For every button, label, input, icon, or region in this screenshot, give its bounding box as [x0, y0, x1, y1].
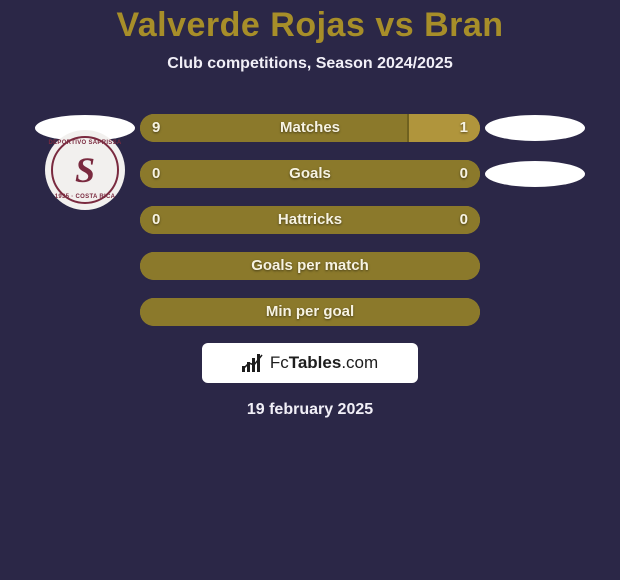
stat-label: Hattricks [140, 206, 480, 234]
stat-bar: 00Goals [140, 160, 480, 188]
date: 19 february 2025 [0, 401, 620, 419]
brand-text: FcTables.com [270, 353, 378, 373]
brand-chart-icon [242, 354, 264, 372]
brand-suffix: .com [341, 353, 378, 372]
player-pill-right [485, 161, 585, 187]
right-slot [480, 161, 590, 187]
brand-bold: Tables [289, 353, 342, 372]
comparison-infographic: Valverde Rojas vs Bran Club competitions… [0, 0, 620, 580]
crest-top-text: DEPORTIVO SAPRISSA [48, 140, 121, 146]
stat-bar: Min per goal [140, 298, 480, 326]
stat-bar: Goals per match [140, 252, 480, 280]
stat-label: Goals per match [140, 252, 480, 280]
stat-row: DEPORTIVO SAPRISSAS1935 · COSTA RICA00Go… [10, 159, 610, 189]
stat-bar: 00Hattricks [140, 206, 480, 234]
brand-prefix: Fc [270, 353, 289, 372]
left-slot: DEPORTIVO SAPRISSAS1935 · COSTA RICA [30, 138, 140, 210]
right-slot [480, 115, 590, 141]
player-pill-right [485, 115, 585, 141]
stat-row: Goals per match [10, 251, 610, 281]
stat-row: Min per goal [10, 297, 610, 327]
stats-container: 91MatchesDEPORTIVO SAPRISSAS1935 · COSTA… [0, 113, 620, 327]
stat-bar: 91Matches [140, 114, 480, 142]
stat-label: Min per goal [140, 298, 480, 326]
stat-label: Matches [140, 114, 480, 142]
club-crest: DEPORTIVO SAPRISSAS1935 · COSTA RICA [45, 130, 125, 210]
brand-box: FcTables.com [202, 343, 418, 383]
stat-label: Goals [140, 160, 480, 188]
subtitle: Club competitions, Season 2024/2025 [0, 55, 620, 73]
crest-bottom-text: 1935 · COSTA RICA [55, 194, 115, 200]
title: Valverde Rojas vs Bran [0, 6, 620, 45]
